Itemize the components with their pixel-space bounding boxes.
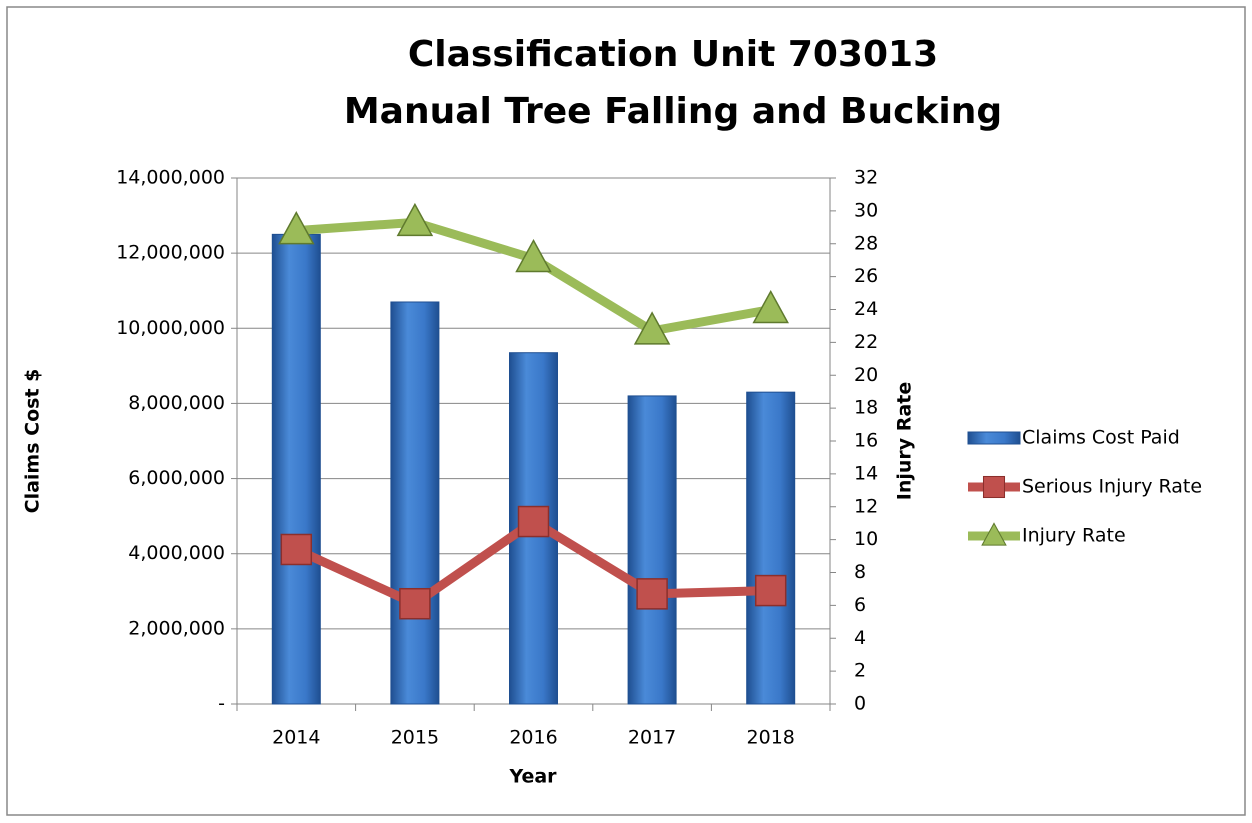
y2-tick-label: 22 <box>854 331 878 353</box>
y2-tick-label: 20 <box>854 364 878 386</box>
y2-tick-label: 32 <box>854 167 878 189</box>
x-tick-label: 2015 <box>391 727 439 749</box>
bar <box>746 391 796 705</box>
y2-tick-label: 16 <box>854 430 878 452</box>
chart-title: Classification Unit 703013 <box>408 34 938 75</box>
marker <box>396 202 434 237</box>
x-tick-label: 2014 <box>272 727 320 749</box>
legend-label: Claims Cost Paid <box>1022 427 1180 449</box>
y2-tick-label: 8 <box>854 561 866 583</box>
y-tick-label: 2,000,000 <box>128 617 225 639</box>
marker <box>515 238 552 273</box>
x-tick-label: 2016 <box>509 727 557 749</box>
y-tick-label: 14,000,000 <box>116 167 225 189</box>
y2-tick-label: 0 <box>854 693 866 715</box>
y-tick-label: 6,000,000 <box>128 467 225 489</box>
y-tick-label: 12,000,000 <box>116 242 225 264</box>
y2-tick-label: 18 <box>854 397 878 419</box>
x-tick-label: 2017 <box>628 727 676 749</box>
y-axis-label: Claims Cost $ <box>22 369 44 514</box>
marker <box>280 533 313 566</box>
marker <box>754 574 787 607</box>
legend-label: Injury Rate <box>1022 525 1126 547</box>
legend-label: Serious Injury Rate <box>1022 476 1202 498</box>
bar <box>627 395 677 705</box>
y2-tick-label: 6 <box>854 594 866 616</box>
y-tick-label: 10,000,000 <box>116 317 225 339</box>
y2-tick-label: 24 <box>854 298 878 320</box>
bar <box>390 301 440 705</box>
marker <box>636 578 668 610</box>
marker <box>278 211 315 245</box>
y-tick-label: 8,000,000 <box>128 392 225 414</box>
y2-tick-label: 12 <box>854 495 878 517</box>
y2-tick-label: 10 <box>854 528 878 550</box>
y-tick-label: - <box>218 693 225 715</box>
y2-tick-label: 2 <box>854 660 866 682</box>
marker <box>633 311 671 345</box>
legend-swatch <box>967 431 1021 445</box>
y2-tick-label: 26 <box>854 265 878 287</box>
y2-tick-label: 28 <box>854 232 878 254</box>
y2-tick-label: 30 <box>854 199 878 221</box>
x-axis-label: Year <box>508 766 557 788</box>
legend-marker <box>981 522 1007 546</box>
chart-title: Manual Tree Falling and Bucking <box>344 91 1002 132</box>
marker <box>517 505 550 538</box>
legend-marker <box>982 475 1006 499</box>
marker <box>399 587 431 620</box>
frame <box>6 6 1246 816</box>
x-tick-label: 2018 <box>747 727 795 749</box>
bar <box>271 233 321 705</box>
y2-tick-label: 4 <box>854 627 866 649</box>
y-tick-label: 4,000,000 <box>128 542 225 564</box>
marker <box>752 289 789 324</box>
y2-tick-label: 14 <box>854 462 878 484</box>
y2-axis-label: Injury Rate <box>894 382 916 500</box>
